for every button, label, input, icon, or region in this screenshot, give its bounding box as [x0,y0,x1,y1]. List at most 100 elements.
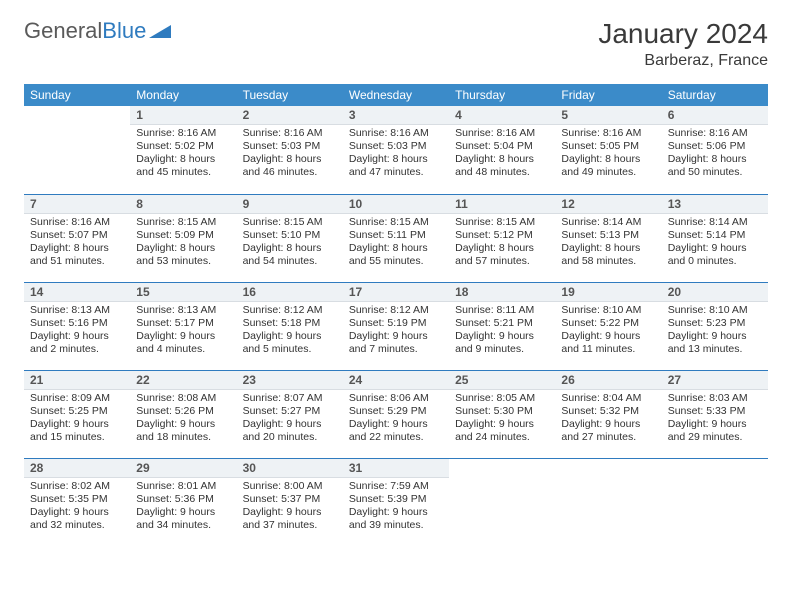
calendar-cell: 5Sunrise: 8:16 AMSunset: 5:05 PMDaylight… [555,106,661,194]
calendar-cell: 3Sunrise: 8:16 AMSunset: 5:03 PMDaylight… [343,106,449,194]
sunset-line: Sunset: 5:23 PM [668,317,762,330]
day-header: Friday [555,84,661,106]
daylight-line: Daylight: 9 hours and 20 minutes. [243,418,337,444]
calendar-cell: 15Sunrise: 8:13 AMSunset: 5:17 PMDayligh… [130,282,236,370]
calendar-cell: 26Sunrise: 8:04 AMSunset: 5:32 PMDayligh… [555,370,661,458]
day-body: Sunrise: 8:00 AMSunset: 5:37 PMDaylight:… [237,478,343,537]
daylight-line: Daylight: 8 hours and 45 minutes. [136,153,230,179]
sunset-line: Sunset: 5:03 PM [243,140,337,153]
sunset-line: Sunset: 5:13 PM [561,229,655,242]
daylight-line: Daylight: 9 hours and 0 minutes. [668,242,762,268]
daylight-line: Daylight: 8 hours and 58 minutes. [561,242,655,268]
day-body: Sunrise: 7:59 AMSunset: 5:39 PMDaylight:… [343,478,449,537]
calendar-cell: 14Sunrise: 8:13 AMSunset: 5:16 PMDayligh… [24,282,130,370]
sunrise-line: Sunrise: 8:03 AM [668,392,762,405]
sunset-line: Sunset: 5:39 PM [349,493,443,506]
calendar-cell: 31Sunrise: 7:59 AMSunset: 5:39 PMDayligh… [343,458,449,546]
sunset-line: Sunset: 5:35 PM [30,493,124,506]
daylight-line: Daylight: 8 hours and 48 minutes. [455,153,549,179]
day-body: Sunrise: 8:16 AMSunset: 5:05 PMDaylight:… [555,125,661,184]
sunset-line: Sunset: 5:05 PM [561,140,655,153]
day-body: Sunrise: 8:16 AMSunset: 5:03 PMDaylight:… [237,125,343,184]
day-body: Sunrise: 8:16 AMSunset: 5:04 PMDaylight:… [449,125,555,184]
logo-text-gray: General [24,18,102,44]
sunrise-line: Sunrise: 8:10 AM [561,304,655,317]
sunrise-line: Sunrise: 8:12 AM [349,304,443,317]
daylight-line: Daylight: 9 hours and 4 minutes. [136,330,230,356]
sunrise-line: Sunrise: 8:07 AM [243,392,337,405]
day-number: 15 [130,283,236,302]
sunset-line: Sunset: 5:27 PM [243,405,337,418]
day-number: 7 [24,195,130,214]
calendar-cell [662,458,768,546]
sunrise-line: Sunrise: 8:12 AM [243,304,337,317]
day-number: 3 [343,106,449,125]
sunrise-line: Sunrise: 8:14 AM [668,216,762,229]
day-number: 5 [555,106,661,125]
sunrise-line: Sunrise: 8:09 AM [30,392,124,405]
sunrise-line: Sunrise: 8:16 AM [30,216,124,229]
calendar-cell: 22Sunrise: 8:08 AMSunset: 5:26 PMDayligh… [130,370,236,458]
day-number: 16 [237,283,343,302]
day-body: Sunrise: 8:13 AMSunset: 5:17 PMDaylight:… [130,302,236,361]
sunset-line: Sunset: 5:33 PM [668,405,762,418]
day-number: 6 [662,106,768,125]
calendar-cell: 28Sunrise: 8:02 AMSunset: 5:35 PMDayligh… [24,458,130,546]
day-body: Sunrise: 8:02 AMSunset: 5:35 PMDaylight:… [24,478,130,537]
calendar-cell: 29Sunrise: 8:01 AMSunset: 5:36 PMDayligh… [130,458,236,546]
day-number: 20 [662,283,768,302]
day-header: Sunday [24,84,130,106]
sunset-line: Sunset: 5:30 PM [455,405,549,418]
sunset-line: Sunset: 5:07 PM [30,229,124,242]
daylight-line: Daylight: 8 hours and 51 minutes. [30,242,124,268]
day-body: Sunrise: 8:15 AMSunset: 5:12 PMDaylight:… [449,214,555,273]
sunrise-line: Sunrise: 8:15 AM [455,216,549,229]
daylight-line: Daylight: 9 hours and 27 minutes. [561,418,655,444]
day-number: 18 [449,283,555,302]
sunrise-line: Sunrise: 8:01 AM [136,480,230,493]
day-header: Thursday [449,84,555,106]
sunset-line: Sunset: 5:37 PM [243,493,337,506]
day-body: Sunrise: 8:12 AMSunset: 5:19 PMDaylight:… [343,302,449,361]
sunset-line: Sunset: 5:19 PM [349,317,443,330]
sunrise-line: Sunrise: 8:15 AM [349,216,443,229]
day-number: 27 [662,371,768,390]
location: Barberaz, France [598,52,768,70]
sunrise-line: Sunrise: 8:10 AM [668,304,762,317]
day-number: 26 [555,371,661,390]
sunrise-line: Sunrise: 8:16 AM [561,127,655,140]
sunrise-line: Sunrise: 8:06 AM [349,392,443,405]
daylight-line: Daylight: 8 hours and 46 minutes. [243,153,337,179]
calendar-cell: 13Sunrise: 8:14 AMSunset: 5:14 PMDayligh… [662,194,768,282]
calendar-cell: 8Sunrise: 8:15 AMSunset: 5:09 PMDaylight… [130,194,236,282]
daylight-line: Daylight: 8 hours and 47 minutes. [349,153,443,179]
calendar-week-row: 14Sunrise: 8:13 AMSunset: 5:16 PMDayligh… [24,282,768,370]
day-number: 12 [555,195,661,214]
day-number: 22 [130,371,236,390]
day-number: 29 [130,459,236,478]
day-header: Saturday [662,84,768,106]
daylight-line: Daylight: 9 hours and 11 minutes. [561,330,655,356]
day-body: Sunrise: 8:12 AMSunset: 5:18 PMDaylight:… [237,302,343,361]
day-header-row: Sunday Monday Tuesday Wednesday Thursday… [24,84,768,106]
calendar-cell: 1Sunrise: 8:16 AMSunset: 5:02 PMDaylight… [130,106,236,194]
calendar-week-row: 7Sunrise: 8:16 AMSunset: 5:07 PMDaylight… [24,194,768,282]
sunrise-line: Sunrise: 8:04 AM [561,392,655,405]
sunrise-line: Sunrise: 8:13 AM [136,304,230,317]
sunset-line: Sunset: 5:11 PM [349,229,443,242]
calendar-week-row: 21Sunrise: 8:09 AMSunset: 5:25 PMDayligh… [24,370,768,458]
day-body: Sunrise: 8:06 AMSunset: 5:29 PMDaylight:… [343,390,449,449]
daylight-line: Daylight: 8 hours and 55 minutes. [349,242,443,268]
day-header: Tuesday [237,84,343,106]
calendar-cell: 2Sunrise: 8:16 AMSunset: 5:03 PMDaylight… [237,106,343,194]
daylight-line: Daylight: 9 hours and 13 minutes. [668,330,762,356]
sunrise-line: Sunrise: 8:05 AM [455,392,549,405]
day-body: Sunrise: 8:07 AMSunset: 5:27 PMDaylight:… [237,390,343,449]
sunrise-line: Sunrise: 8:16 AM [455,127,549,140]
calendar-cell: 23Sunrise: 8:07 AMSunset: 5:27 PMDayligh… [237,370,343,458]
sunrise-line: Sunrise: 8:02 AM [30,480,124,493]
sunset-line: Sunset: 5:25 PM [30,405,124,418]
calendar-table: Sunday Monday Tuesday Wednesday Thursday… [24,84,768,546]
month-title: January 2024 [598,18,768,50]
sunrise-line: Sunrise: 8:08 AM [136,392,230,405]
